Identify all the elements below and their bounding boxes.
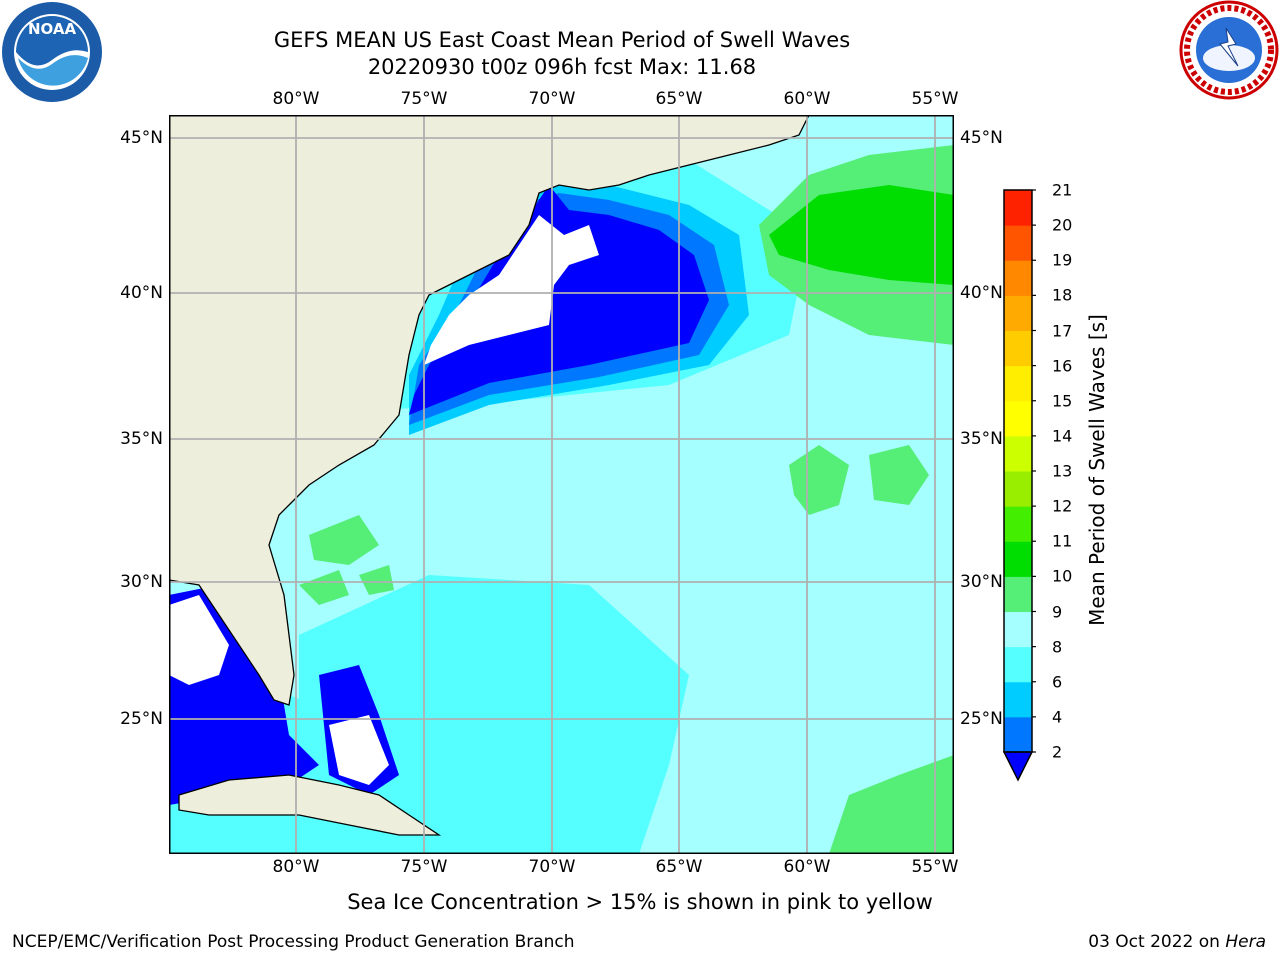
lat-label-right: 30°N	[960, 572, 1003, 592]
colorbar-tick-label: 20	[1052, 215, 1073, 235]
lat-label-left: 45°N	[120, 128, 163, 148]
sea-ice-footnote: Sea Ice Concentration > 15% is shown in …	[347, 890, 933, 914]
colorbar-tick-label: 17	[1052, 321, 1073, 340]
noaa-logo: NOAA	[2, 2, 102, 102]
colorbar-segment	[1004, 646, 1032, 683]
map-title: GEFS MEAN US East Coast Mean Period of S…	[273, 28, 851, 52]
lon-label-bottom: 80°W	[272, 857, 320, 877]
lon-label-top: 60°W	[783, 89, 831, 109]
footer-date: 03 Oct 2022 on Hera	[1088, 932, 1266, 952]
footer-host: Hera	[1225, 932, 1266, 952]
colorbar-tick-label: 21	[1052, 180, 1073, 200]
lon-label-top: 65°W	[655, 89, 703, 109]
colorbar-tick-label: 8	[1052, 637, 1063, 657]
colorbar-segment	[1004, 541, 1032, 577]
footer-credit: NCEP/EMC/Verification Post Processing Pr…	[12, 932, 575, 952]
colorbar-tick-label: 19	[1052, 250, 1073, 270]
colorbar-tick-label: 16	[1052, 356, 1073, 376]
contour-9-10-w1	[309, 515, 379, 565]
lat-label-right: 45°N	[960, 128, 1003, 148]
lon-label-bottom: 70°W	[528, 857, 576, 877]
lon-label-top: 55°W	[911, 89, 959, 109]
lon-label-top: 75°W	[400, 89, 448, 109]
contour-under-2	[409, 185, 709, 415]
colorbar-segment	[1004, 295, 1032, 331]
lat-label-right: 40°N	[960, 283, 1003, 303]
map-subtitle: 20220930 t00z 096h fcst Max: 11.68	[367, 55, 757, 79]
colorbar-segment	[1004, 576, 1032, 612]
contour-9-10-se	[829, 755, 954, 854]
colorbar-tick-label: 18	[1052, 285, 1073, 305]
colorbar-segment	[1004, 190, 1032, 226]
colorbar-tick-label: 9	[1052, 602, 1063, 621]
contour-9-10-e1	[789, 445, 849, 515]
colorbar-segment	[1004, 260, 1032, 296]
colorbar-tick-label: 15	[1052, 391, 1073, 411]
colorbar-tick-label: 14	[1052, 426, 1073, 446]
lon-label-bottom: 55°W	[911, 857, 959, 877]
nws-logo	[1179, 0, 1279, 100]
contour-9-10-w3	[359, 565, 394, 595]
colorbar-segment	[1004, 471, 1032, 507]
lat-label-left: 40°N	[120, 283, 163, 303]
colorbar-label: Mean Period of Swell Waves [s]	[1085, 314, 1109, 626]
land-cuba	[178, 774, 442, 836]
colorbar-tick-label: 12	[1052, 496, 1073, 516]
contour-10-11-ne	[769, 185, 954, 285]
masked-bahamas	[329, 715, 389, 785]
colorbar-tick-label: 11	[1052, 531, 1073, 551]
colorbar-segment	[1004, 611, 1032, 648]
land-north-america	[169, 115, 810, 706]
colorbar-segment	[1004, 365, 1032, 402]
svg-text:NOAA: NOAA	[28, 20, 77, 38]
contour-9-10-e2	[869, 445, 929, 505]
colorbar-tick-label: 2	[1052, 742, 1063, 762]
colorbar-under-extension	[1002, 751, 1034, 782]
colorbar	[1002, 189, 1036, 782]
footer-date-text: 03 Oct 2022 on	[1088, 932, 1226, 952]
lon-label-top: 70°W	[528, 89, 576, 109]
contour-6-8-south	[299, 575, 689, 854]
masked-region	[424, 215, 599, 365]
lon-label-bottom: 75°W	[400, 857, 448, 877]
colorbar-segment	[1004, 400, 1032, 437]
graticule	[169, 115, 954, 854]
masked-gulf	[169, 595, 229, 685]
lat-label-left: 25°N	[120, 709, 163, 729]
colorbar-tick-label: 6	[1052, 672, 1063, 692]
colorbar-segment	[1004, 506, 1032, 542]
colorbar-segment	[1004, 330, 1032, 367]
contour-9-10-w2	[299, 570, 349, 605]
lat-label-right: 25°N	[960, 709, 1003, 729]
colorbar-segment	[1004, 225, 1032, 261]
colorbar-segment	[1004, 681, 1032, 718]
lat-label-left: 35°N	[120, 429, 163, 449]
lon-label-top: 80°W	[272, 89, 320, 109]
lat-label-right: 35°N	[960, 429, 1003, 449]
colorbar-tick-label: 4	[1052, 707, 1063, 727]
swell-period-map	[169, 115, 954, 854]
lon-label-bottom: 65°W	[655, 857, 703, 877]
colorbar-segment	[1004, 716, 1032, 753]
colorbar-tick-label: 10	[1052, 566, 1073, 586]
colorbar-segment	[1004, 435, 1032, 472]
lon-label-bottom: 60°W	[783, 857, 831, 877]
lat-label-left: 30°N	[120, 572, 163, 592]
colorbar-tick-label: 13	[1052, 461, 1073, 481]
